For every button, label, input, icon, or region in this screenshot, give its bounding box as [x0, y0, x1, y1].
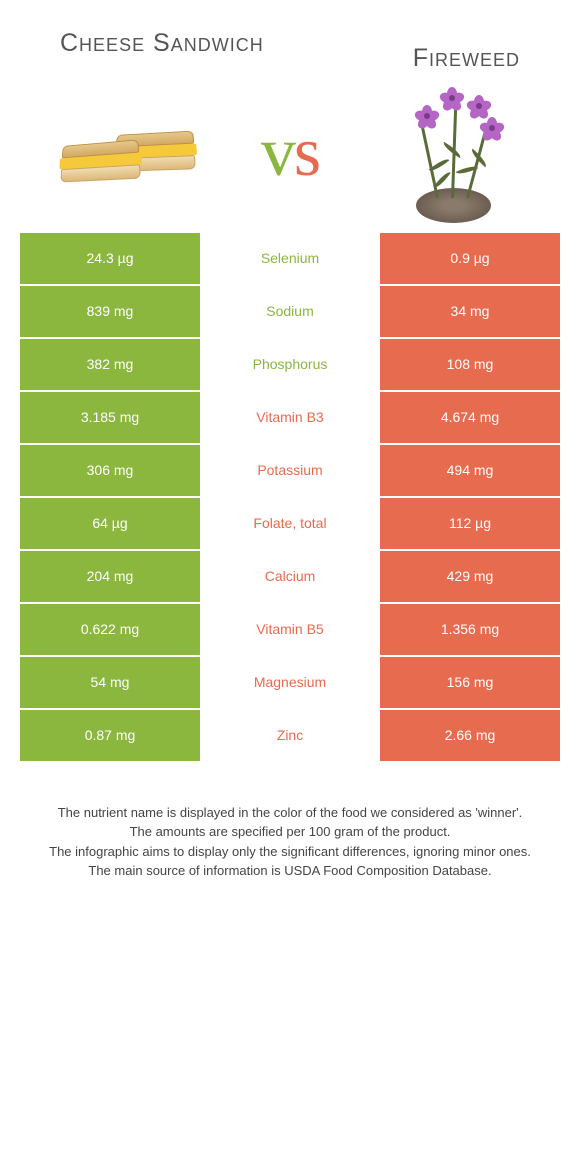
- left-food-title: Cheese Sandwich: [40, 30, 290, 58]
- fireweed-icon: [386, 83, 516, 223]
- right-value: 429 mg: [380, 551, 560, 602]
- left-value: 0.622 mg: [20, 604, 200, 655]
- right-value: 4.674 mg: [380, 392, 560, 443]
- left-value: 3.185 mg: [20, 392, 200, 443]
- nutrient-name: Phosphorus: [200, 339, 380, 390]
- table-row: 3.185 mgVitamin B34.674 mg: [20, 392, 560, 445]
- nutrient-name: Magnesium: [200, 657, 380, 708]
- footnotes: The nutrient name is displayed in the co…: [0, 763, 580, 911]
- images-row: vs: [0, 83, 580, 233]
- right-value: 112 µg: [380, 498, 560, 549]
- table-row: 382 mgPhosphorus108 mg: [20, 339, 560, 392]
- left-value: 24.3 µg: [20, 233, 200, 284]
- header: Cheese Sandwich Fireweed: [0, 0, 580, 83]
- nutrient-name: Zinc: [200, 710, 380, 761]
- right-food-title: Fireweed: [290, 30, 540, 73]
- table-row: 839 mgSodium34 mg: [20, 286, 560, 339]
- vs-v: v: [261, 114, 294, 191]
- nutrient-name: Vitamin B3: [200, 392, 380, 443]
- left-value: 64 µg: [20, 498, 200, 549]
- footnote-line: The main source of information is USDA F…: [30, 861, 550, 881]
- table-row: 0.87 mgZinc2.66 mg: [20, 710, 560, 763]
- left-value: 382 mg: [20, 339, 200, 390]
- right-value: 1.356 mg: [380, 604, 560, 655]
- left-value: 54 mg: [20, 657, 200, 708]
- nutrient-name: Folate, total: [200, 498, 380, 549]
- nutrient-name: Selenium: [200, 233, 380, 284]
- vs-label: vs: [261, 113, 319, 193]
- nutrient-name: Potassium: [200, 445, 380, 496]
- table-row: 0.622 mgVitamin B51.356 mg: [20, 604, 560, 657]
- table-row: 54 mgMagnesium156 mg: [20, 657, 560, 710]
- right-value: 2.66 mg: [380, 710, 560, 761]
- right-food-image: [376, 93, 526, 213]
- table-row: 64 µgFolate, total112 µg: [20, 498, 560, 551]
- left-food-image: [54, 93, 204, 213]
- sandwich-icon: [59, 113, 199, 193]
- nutrient-name: Vitamin B5: [200, 604, 380, 655]
- nutrient-name: Sodium: [200, 286, 380, 337]
- right-value: 108 mg: [380, 339, 560, 390]
- right-value: 494 mg: [380, 445, 560, 496]
- table-row: 204 mgCalcium429 mg: [20, 551, 560, 604]
- vs-s: s: [294, 114, 319, 191]
- footnote-line: The amounts are specified per 100 gram o…: [30, 822, 550, 842]
- table-row: 24.3 µgSelenium0.9 µg: [20, 233, 560, 286]
- comparison-table: 24.3 µgSelenium0.9 µg839 mgSodium34 mg38…: [20, 233, 560, 763]
- left-value: 306 mg: [20, 445, 200, 496]
- footnote-line: The nutrient name is displayed in the co…: [30, 803, 550, 823]
- right-value: 34 mg: [380, 286, 560, 337]
- left-value: 839 mg: [20, 286, 200, 337]
- right-value: 0.9 µg: [380, 233, 560, 284]
- table-row: 306 mgPotassium494 mg: [20, 445, 560, 498]
- nutrient-name: Calcium: [200, 551, 380, 602]
- left-value: 204 mg: [20, 551, 200, 602]
- right-value: 156 mg: [380, 657, 560, 708]
- left-value: 0.87 mg: [20, 710, 200, 761]
- footnote-line: The infographic aims to display only the…: [30, 842, 550, 862]
